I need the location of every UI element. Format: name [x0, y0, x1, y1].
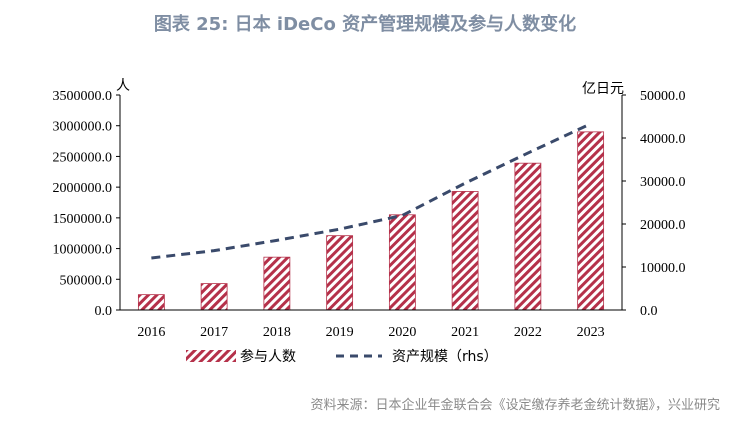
legend-bar-label: 参与人数 — [240, 348, 296, 365]
x-tick-label: 2017 — [200, 325, 228, 340]
right-tick-label: 20000.0 — [640, 218, 686, 233]
bar — [326, 235, 354, 311]
right-axis-unit: 亿日元 — [582, 81, 624, 97]
left-tick-label: 3000000.0 — [53, 120, 113, 135]
left-tick-label: 1000000.0 — [53, 243, 113, 258]
right-tick-label: 40000.0 — [640, 132, 686, 147]
right-tick-label: 0.0 — [640, 304, 658, 319]
legend-bar-swatch — [186, 350, 236, 362]
bar — [514, 162, 542, 311]
x-tick-label: 2016 — [137, 325, 165, 340]
x-axis-ticks: 2016 2017 2018 2019 2020 2021 2022 2023 — [137, 325, 604, 340]
right-axis-ticks: 50000.0 40000.0 30000.0 20000.0 10000.0 0.0 — [622, 89, 686, 319]
x-tick-label: 2021 — [451, 325, 479, 340]
bar — [451, 191, 479, 311]
bar — [137, 294, 165, 311]
left-tick-label: 2500000.0 — [53, 150, 113, 165]
right-tick-label: 30000.0 — [640, 175, 686, 190]
left-axis-unit: 人 — [116, 78, 130, 94]
chart-title: 图表 25: 日本 iDeCo 资产管理规模及参与人数变化 — [153, 14, 577, 35]
source-note: 资料来源：日本企业年金联合会《设定缴存养老金统计数据》，兴业研究 — [310, 398, 720, 413]
left-tick-label: 3500000.0 — [53, 89, 113, 104]
right-tick-label: 50000.0 — [640, 89, 686, 104]
x-tick-label: 2022 — [514, 325, 542, 340]
x-tick-label: 2019 — [326, 325, 354, 340]
x-tick-label: 2018 — [263, 325, 291, 340]
x-tick-label: 2020 — [388, 325, 416, 340]
left-tick-label: 0.0 — [95, 304, 113, 319]
left-tick-label: 2000000.0 — [53, 181, 113, 196]
x-tick-label: 2023 — [577, 325, 605, 340]
legend: 参与人数 资产规模（rhs） — [186, 348, 498, 365]
left-tick-label: 500000.0 — [60, 273, 113, 288]
left-axis-ticks: 3500000.0 3000000.0 2500000.0 2000000.0 1500… — [53, 89, 120, 319]
asset-scale-line — [151, 122, 592, 260]
bar — [577, 131, 605, 311]
bar — [200, 283, 228, 311]
bar — [263, 256, 291, 311]
legend-line-label: 资产规模（rhs） — [392, 349, 498, 365]
line-series — [151, 122, 592, 260]
left-tick-label: 1500000.0 — [53, 212, 113, 227]
right-tick-label: 10000.0 — [640, 261, 686, 276]
bar-series — [137, 131, 605, 311]
bar — [388, 214, 416, 311]
